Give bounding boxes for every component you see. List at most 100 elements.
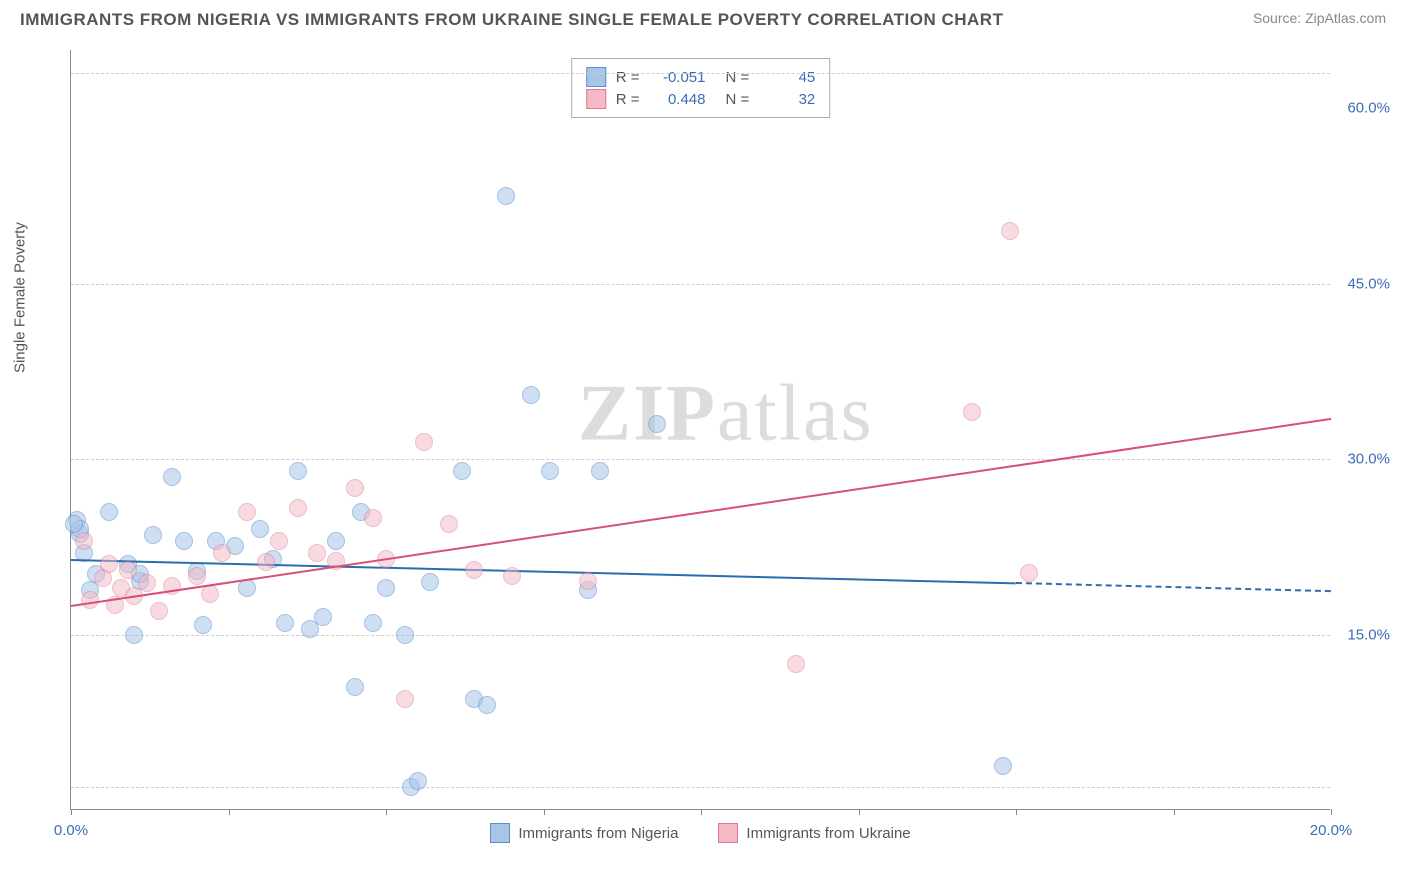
stat-n-value: 32 [759, 91, 815, 108]
correlation-stats-box: R = -0.051 N = 45 R = 0.448 N = 32 [571, 58, 831, 118]
x-tick-mark [701, 809, 702, 815]
data-point [364, 509, 382, 527]
data-point [257, 553, 275, 571]
y-tick-label: 30.0% [1347, 451, 1390, 468]
data-point [1020, 564, 1038, 582]
data-point [213, 544, 231, 562]
data-point [188, 567, 206, 585]
chart-container: Single Female Poverty ZIPatlas R =-0.051… [50, 50, 1380, 830]
x-tick-mark [229, 809, 230, 815]
y-tick-label: 60.0% [1347, 100, 1390, 117]
stat-r-value: -0.051 [650, 69, 706, 86]
data-point [409, 772, 427, 790]
data-point [138, 574, 156, 592]
stat-n-label: N = [726, 91, 750, 108]
trend-line [1016, 582, 1331, 592]
data-point [415, 433, 433, 451]
x-tick-label: 20.0% [1310, 822, 1353, 839]
data-point [579, 572, 597, 590]
data-point [1001, 222, 1019, 240]
data-point [591, 462, 609, 480]
plot-area: ZIPatlas R =-0.051N =45R =0.448N =32 Imm… [70, 50, 1330, 810]
data-point [465, 561, 483, 579]
data-point [289, 499, 307, 517]
x-tick-mark [386, 809, 387, 815]
data-point [163, 468, 181, 486]
data-point [150, 602, 168, 620]
stat-n-label: N = [726, 69, 750, 86]
data-point [364, 614, 382, 632]
data-point [994, 757, 1012, 775]
data-point [201, 585, 219, 603]
data-point [497, 187, 515, 205]
legend-swatch [586, 89, 606, 109]
legend-swatch [490, 823, 510, 843]
x-tick-mark [1331, 809, 1332, 815]
data-point [100, 503, 118, 521]
data-point [346, 479, 364, 497]
data-point [522, 386, 540, 404]
data-point [276, 614, 294, 632]
data-point [270, 532, 288, 550]
gridline [71, 284, 1330, 285]
data-point [787, 655, 805, 673]
y-tick-label: 15.0% [1347, 626, 1390, 643]
data-point [346, 678, 364, 696]
data-point [194, 616, 212, 634]
data-point [251, 520, 269, 538]
data-point [314, 608, 332, 626]
stat-r-value: 0.448 [650, 91, 706, 108]
data-point [503, 567, 521, 585]
data-point [308, 544, 326, 562]
trend-line [71, 559, 1016, 584]
watermark: ZIPatlas [578, 369, 874, 460]
stat-r-label: R = [616, 91, 640, 108]
data-point [396, 690, 414, 708]
x-tick-mark [1016, 809, 1017, 815]
y-axis-label: Single Female Poverty [12, 222, 29, 373]
data-point [963, 403, 981, 421]
legend-label: Immigrants from Nigeria [518, 825, 678, 842]
data-point [327, 532, 345, 550]
data-point [144, 526, 162, 544]
legend-label: Immigrants from Ukraine [746, 825, 910, 842]
stat-r-label: R = [616, 69, 640, 86]
gridline [71, 73, 1330, 74]
stats-row: R = -0.051 N = 45 [586, 67, 816, 87]
data-point [238, 503, 256, 521]
x-tick-mark [71, 809, 72, 815]
chart-title: IMMIGRANTS FROM NIGERIA VS IMMIGRANTS FR… [20, 10, 1003, 30]
x-tick-mark [544, 809, 545, 815]
x-tick-mark [1174, 809, 1175, 815]
data-point [119, 561, 137, 579]
data-point [377, 579, 395, 597]
legend-item: Immigrants from Ukraine [718, 823, 910, 843]
source-attribution: Source: ZipAtlas.com [1253, 10, 1386, 26]
stat-n-value: 45 [759, 69, 815, 86]
data-point [396, 626, 414, 644]
data-point [65, 515, 83, 533]
data-point [440, 515, 458, 533]
data-point [100, 555, 118, 573]
data-point [289, 462, 307, 480]
stats-row: R = 0.448 N = 32 [586, 89, 816, 109]
y-tick-label: 45.0% [1347, 275, 1390, 292]
data-point [541, 462, 559, 480]
data-point [421, 573, 439, 591]
data-point [125, 626, 143, 644]
data-point [478, 696, 496, 714]
series-legend: Immigrants from Nigeria Immigrants from U… [71, 823, 1330, 843]
trend-line [71, 418, 1331, 607]
gridline [71, 635, 1330, 636]
legend-item: Immigrants from Nigeria [490, 823, 678, 843]
data-point [648, 415, 666, 433]
data-point [75, 532, 93, 550]
data-point [175, 532, 193, 550]
legend-swatch [718, 823, 738, 843]
x-tick-mark [859, 809, 860, 815]
x-tick-label: 0.0% [54, 822, 88, 839]
gridline [71, 787, 1330, 788]
data-point [453, 462, 471, 480]
legend-swatch [586, 67, 606, 87]
gridline [71, 459, 1330, 460]
